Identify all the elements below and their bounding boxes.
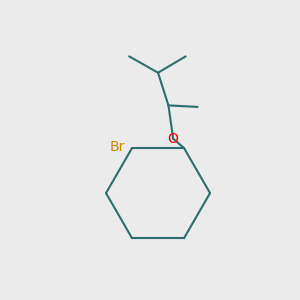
Text: O: O xyxy=(168,132,178,146)
Text: Br: Br xyxy=(109,140,124,154)
